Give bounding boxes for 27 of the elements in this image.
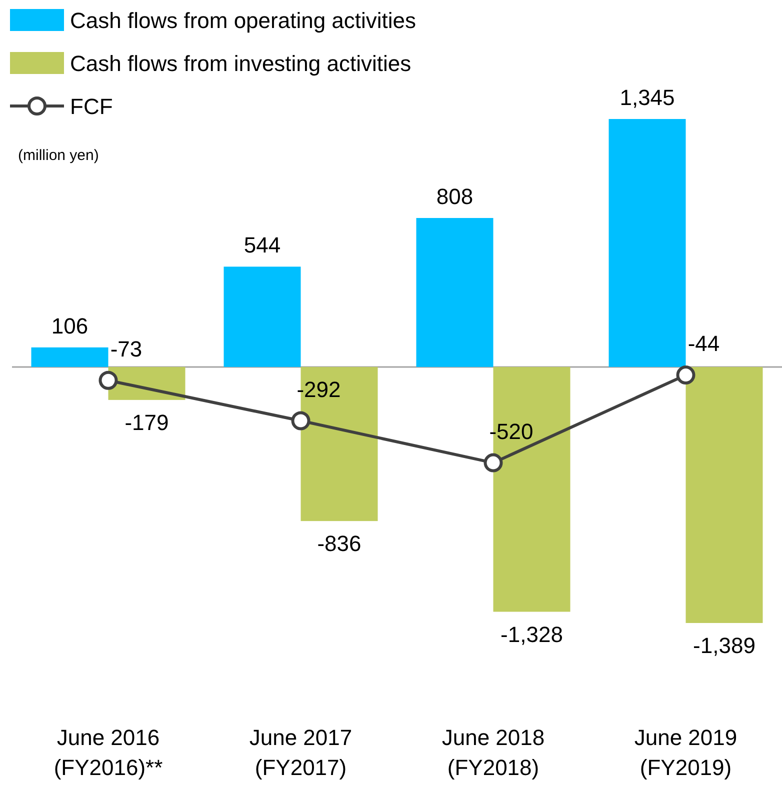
data-label: 544 bbox=[244, 232, 281, 258]
point bbox=[484, 453, 503, 472]
data-label: -836 bbox=[317, 531, 362, 556]
x-tick-label: June 2018 (FY2018) bbox=[442, 725, 545, 780]
bar bbox=[224, 266, 301, 367]
x-tick-label: June 2016 (FY2016)** bbox=[54, 725, 164, 780]
data-label: 1,345 bbox=[620, 85, 675, 110]
bar bbox=[608, 119, 686, 367]
legend-label: Cash flows from investing activities bbox=[70, 51, 412, 76]
x-tick-label: June 2019 (FY2019) bbox=[634, 725, 738, 780]
point bbox=[676, 366, 696, 385]
data-label: -179 bbox=[124, 410, 169, 435]
bar bbox=[31, 347, 108, 367]
point bbox=[291, 411, 310, 430]
bar bbox=[686, 366, 763, 623]
legend-label: Cash flows from operating activities bbox=[70, 8, 416, 33]
data-label: -1,328 bbox=[500, 622, 563, 647]
legend-label: FCF bbox=[70, 94, 113, 119]
data-label: -44 bbox=[688, 331, 720, 356]
x-tick-label: June 2017 (FY2017) bbox=[249, 725, 352, 780]
data-label: 106 bbox=[51, 313, 88, 338]
data-label: 808 bbox=[436, 184, 474, 209]
data-label: -73 bbox=[110, 336, 142, 362]
annotation: (million yen) bbox=[18, 147, 99, 164]
bar bbox=[416, 218, 494, 367]
point bbox=[98, 370, 118, 390]
data-label: -1,389 bbox=[693, 633, 756, 658]
